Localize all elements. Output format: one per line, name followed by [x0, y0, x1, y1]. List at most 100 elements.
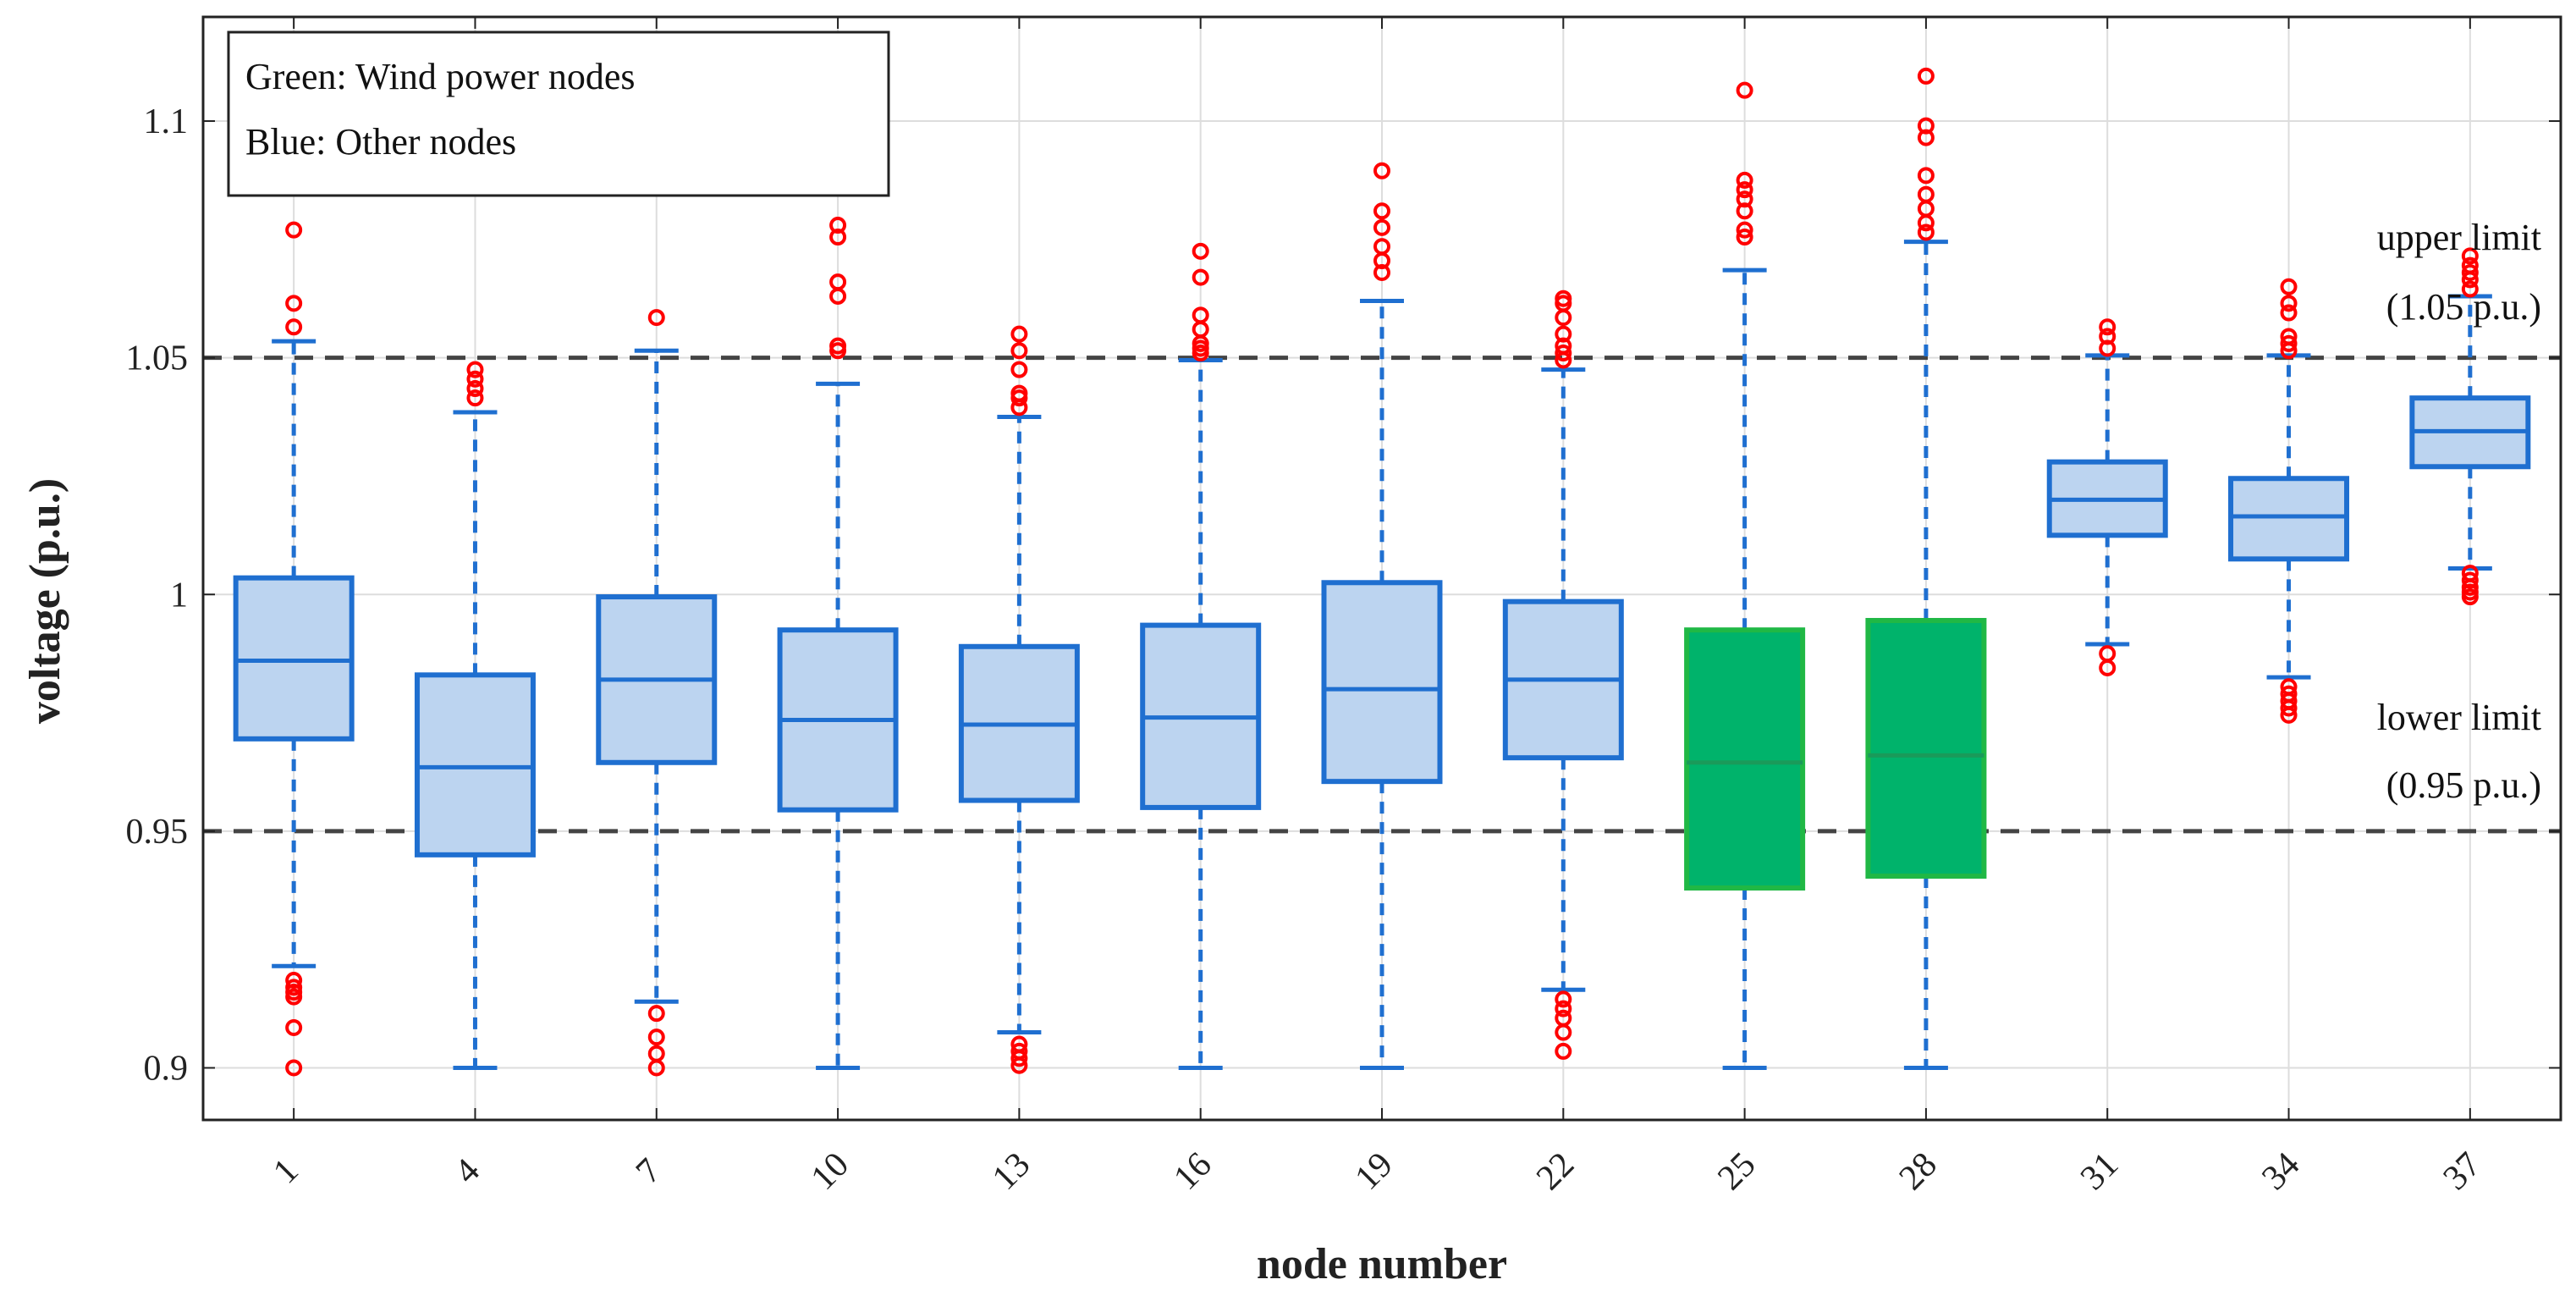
y-tick-label: 0.95: [126, 813, 189, 852]
box-node-1: [233, 221, 355, 1077]
outlier-point: [1373, 238, 1390, 256]
outlier-point: [1373, 202, 1390, 220]
outlier-point: [1192, 268, 1209, 286]
outlier-point: [285, 972, 303, 990]
outlier-point: [1010, 1050, 1028, 1067]
plot-frame: [201, 15, 2562, 1122]
outlier-point: [2461, 247, 2479, 265]
reference-lines: [203, 356, 2561, 834]
x-tick-label: 4: [448, 1151, 487, 1191]
outlier-point: [647, 1059, 665, 1077]
lower-limit-value: (0.95 p.u.): [2386, 764, 2541, 806]
outlier-point: [2099, 328, 2116, 345]
outlier-point: [1010, 325, 1028, 343]
outlier-point: [2099, 339, 2116, 357]
x-tick-label: 22: [1529, 1145, 1582, 1198]
outlier-point: [285, 1059, 303, 1077]
outlier-point: [1736, 221, 1753, 239]
legend-frame: [227, 30, 890, 197]
outlier-point: [1917, 129, 1935, 146]
x-tick-label: 13: [985, 1145, 1038, 1198]
outlier-point: [285, 318, 303, 336]
outlier-point: [1736, 81, 1753, 99]
outlier-point: [1736, 229, 1753, 246]
iqr-box: [233, 575, 355, 742]
x-tick-label: 31: [2073, 1145, 2126, 1198]
outlier-point: [1736, 171, 1753, 189]
x-axis-title: node number: [1257, 1240, 1507, 1288]
legend-wind: Green: Wind power nodes: [245, 56, 636, 97]
outlier-point: [2280, 278, 2298, 295]
outlier-point: [2461, 256, 2479, 274]
outlier-point: [2099, 659, 2116, 676]
outlier-point: [1917, 67, 1935, 85]
outlier-point: [1736, 181, 1753, 199]
outlier-point: [647, 309, 665, 327]
outlier-point: [829, 217, 847, 234]
box-node-34: [2228, 278, 2350, 724]
outlier-point: [2099, 318, 2116, 336]
y-tick-label: 1: [170, 576, 188, 615]
iqr-box: [2228, 476, 2350, 562]
outlier-point: [466, 379, 484, 397]
outlier-point: [2280, 706, 2298, 724]
box-node-22: [1502, 290, 1624, 1060]
outlier-point: [285, 1018, 303, 1036]
outlier-point: [829, 229, 847, 246]
outlier-point: [1192, 306, 1209, 324]
box-node-4: [414, 361, 536, 1070]
outlier-point: [1555, 337, 1572, 355]
outlier-point: [1736, 190, 1753, 208]
outlier-point: [1555, 1042, 1572, 1060]
box-node-7: [596, 309, 718, 1077]
lower-limit-label: lower limit: [2377, 697, 2541, 738]
outlier-point: [2280, 699, 2298, 717]
upper-limit-value: (1.05 p.u.): [2386, 286, 2541, 328]
outlier-point: [2280, 334, 2298, 352]
outlier-point: [1010, 1056, 1028, 1074]
box-node-37: [2409, 247, 2531, 606]
outlier-point: [647, 1005, 665, 1023]
upper-limit-label: upper limit: [2377, 217, 2541, 258]
outlier-point: [2461, 280, 2479, 298]
outlier-point: [829, 337, 847, 355]
outlier-point: [1010, 384, 1028, 402]
outlier-point: [1010, 342, 1028, 360]
y-tick-label: 0.9: [144, 1049, 189, 1088]
boxes-layer: [233, 67, 2531, 1077]
outlier-point: [2461, 571, 2479, 589]
outlier-point: [1555, 990, 1572, 1008]
x-tick-label: 19: [1348, 1145, 1401, 1198]
outlier-point: [2280, 304, 2298, 322]
x-tick-label: 10: [804, 1145, 856, 1198]
outlier-point: [1917, 223, 1935, 241]
reference-annotations: upper limit (1.05 p.u.) lower limit (0.9…: [2377, 217, 2541, 806]
outlier-point: [1917, 167, 1935, 185]
outlier-point: [2280, 328, 2298, 345]
outlier-point: [2461, 263, 2479, 281]
outlier-point: [1555, 290, 1572, 307]
box-node-10: [777, 217, 899, 1070]
outlier-point: [466, 370, 484, 388]
x-tick-label: 1: [266, 1151, 305, 1191]
outlier-point: [1373, 162, 1390, 179]
x-tick-label: 37: [2436, 1145, 2489, 1198]
outlier-point: [1736, 202, 1753, 220]
outlier-point: [1010, 361, 1028, 378]
legend-other: Blue: Other nodes: [245, 121, 516, 163]
outlier-point: [1917, 117, 1935, 135]
outlier-point: [1917, 185, 1935, 203]
box-node-31: [2046, 318, 2168, 676]
iqr-box: [1684, 627, 1806, 891]
outlier-point: [1555, 1023, 1572, 1041]
iqr-box: [1321, 580, 1443, 785]
outlier-point: [1555, 1000, 1572, 1017]
iqr-box: [414, 672, 536, 858]
outlier-point: [1373, 263, 1390, 281]
outlier-point: [466, 389, 484, 407]
box-node-25: [1684, 81, 1806, 1070]
x-tick-label: 25: [1710, 1145, 1763, 1198]
x-tick-label: 34: [2254, 1145, 2307, 1198]
x-tick-label: 16: [1166, 1145, 1219, 1198]
